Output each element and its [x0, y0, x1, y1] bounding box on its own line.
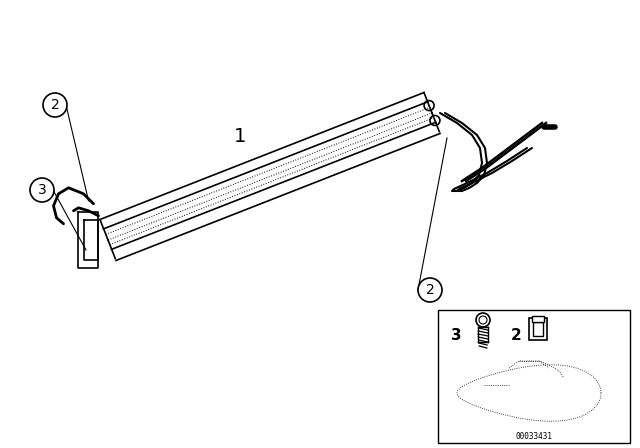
Text: 1: 1: [234, 127, 246, 146]
Circle shape: [43, 93, 67, 117]
Bar: [438, 310, 630, 443]
Text: 00033431: 00033431: [515, 432, 552, 441]
Circle shape: [418, 278, 442, 302]
Text: 2: 2: [426, 283, 435, 297]
Text: 3: 3: [451, 327, 461, 343]
Text: 2: 2: [511, 327, 522, 343]
Bar: [533, 322, 543, 336]
Bar: [529, 318, 547, 340]
Text: 2: 2: [51, 98, 60, 112]
Text: 3: 3: [38, 183, 46, 197]
Circle shape: [476, 313, 490, 327]
Bar: [532, 316, 544, 322]
Circle shape: [30, 178, 54, 202]
